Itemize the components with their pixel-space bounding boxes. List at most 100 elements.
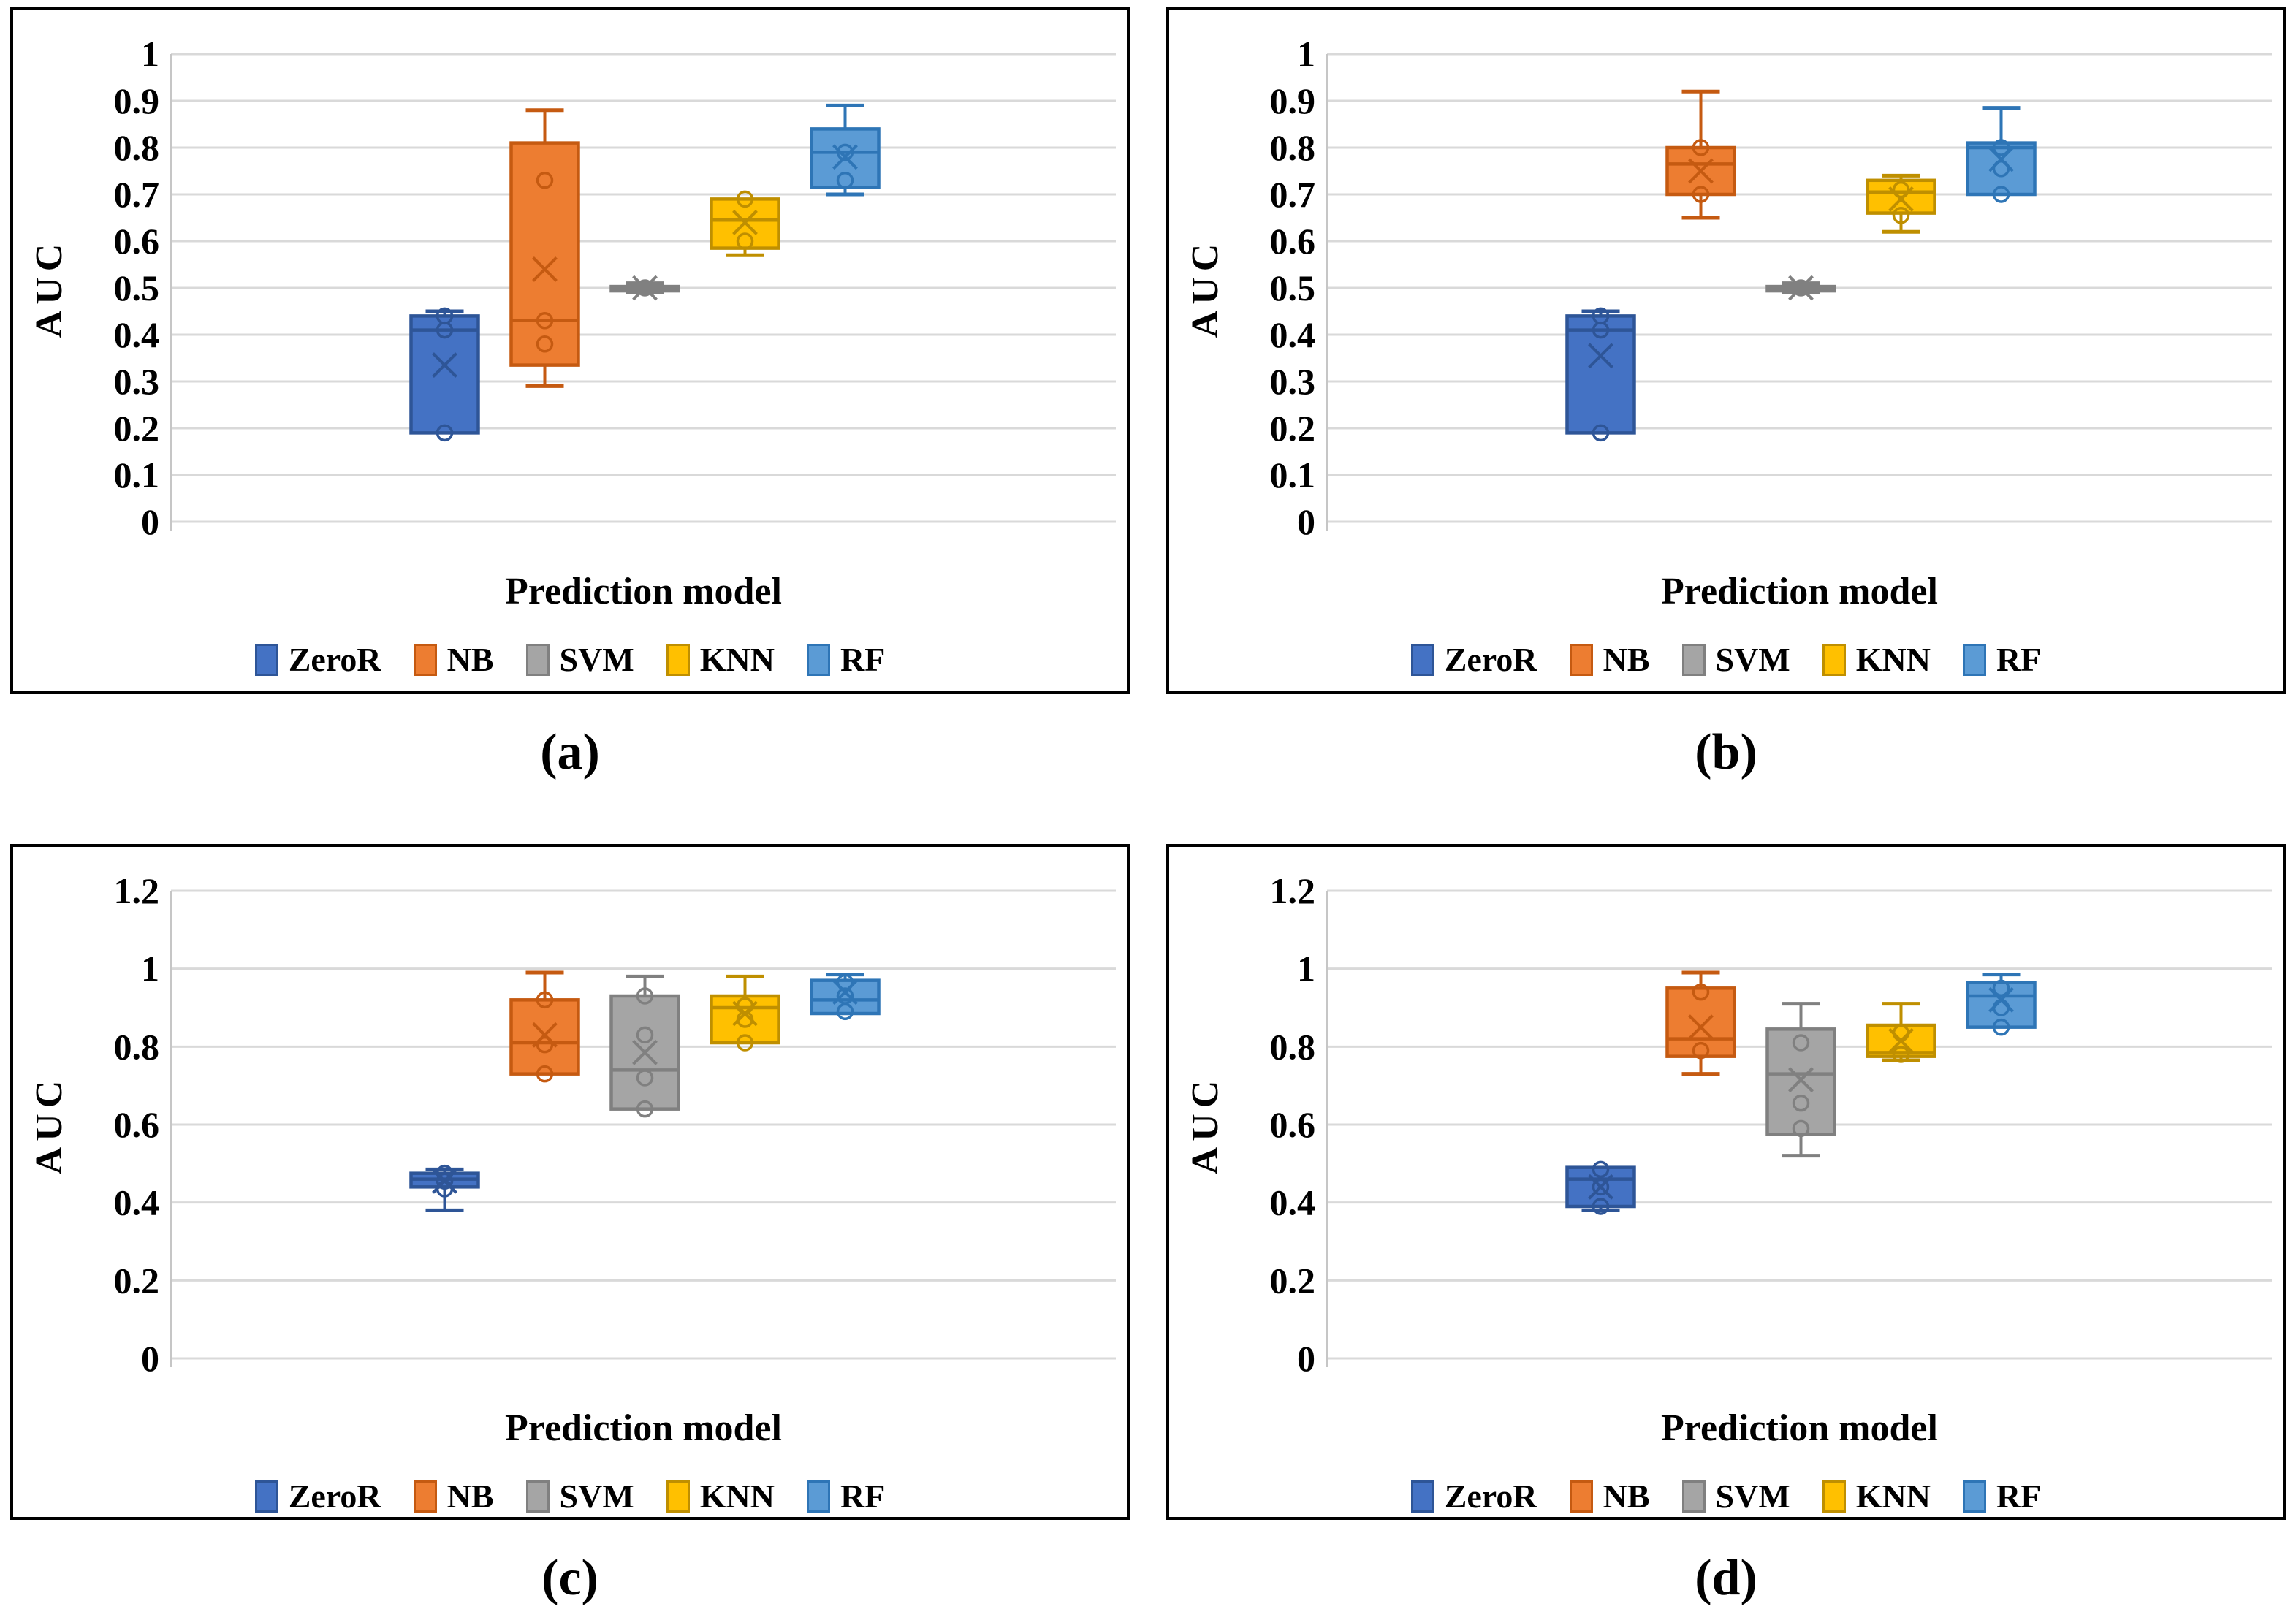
- data-point: [636, 987, 654, 1005]
- data-point: [636, 279, 654, 297]
- data-point: [436, 321, 454, 339]
- legend-swatch-knn: [1822, 643, 1846, 676]
- legend-item-rf: RF: [806, 1477, 885, 1516]
- panel-a-chart: 0 0.1 0.2 0.3 0.4 0.5 0.6 0.7 0.8 0.9 1 AUC Predicti…: [28, 34, 1116, 612]
- legend-label: ZeroR: [288, 1478, 381, 1515]
- legend-label: NB: [1603, 641, 1650, 678]
- legend-label: KNN: [699, 641, 775, 678]
- data-point: [1592, 1198, 1610, 1215]
- y-tick-label: 0.4: [114, 1182, 160, 1223]
- boxplot-rf: [1966, 106, 2037, 203]
- panel-b-chart: 0 0.1 0.2 0.3 0.4 0.5 0.6 0.7 0.8 0.9 1 AUC Predicti…: [1185, 34, 2272, 612]
- legend-swatch-zeror: [254, 1480, 278, 1513]
- box: [810, 978, 881, 1016]
- legend-label: SVM: [1715, 1478, 1790, 1515]
- legend-label: RF: [1996, 1478, 2042, 1515]
- mean-x-marker: [1788, 1067, 1814, 1093]
- data-point: [1692, 1041, 1710, 1060]
- boxplot-knn: [710, 190, 780, 257]
- box: [509, 141, 580, 367]
- data-point: [1992, 139, 2010, 156]
- legend-item-knn: KNN: [1822, 1477, 1931, 1516]
- data-point: [836, 1003, 854, 1021]
- mean-x-marker: [532, 256, 558, 282]
- boxplot-zeror: [1565, 307, 1636, 442]
- y-tick-label: 0: [1297, 501, 1315, 542]
- boxplot-zeror: [409, 1164, 480, 1212]
- data-point: [1692, 139, 1710, 156]
- panel-c-legend: ZeroR NB SVM KNN RF: [13, 1477, 1127, 1516]
- legend-label: RF: [1996, 641, 2042, 678]
- data-point: [736, 1011, 754, 1028]
- legend-item-knn: KNN: [666, 640, 775, 679]
- data-point: [736, 1034, 754, 1052]
- boxplot-knn: [1866, 1002, 1936, 1063]
- legend-label: ZeroR: [288, 641, 381, 678]
- legend-label: ZeroR: [1444, 641, 1537, 678]
- data-point: [536, 1035, 554, 1054]
- data-point: [836, 172, 854, 189]
- legend-label: NB: [446, 1478, 494, 1515]
- y-tick-label: 1.2: [114, 870, 160, 911]
- y-tick-label: 0.1: [114, 455, 160, 495]
- y-tick-label: 0.3: [1270, 361, 1316, 402]
- legend-swatch-zeror: [1410, 643, 1434, 676]
- data-point: [536, 312, 554, 330]
- legend-item-knn: KNN: [1822, 640, 1931, 679]
- boxplot-nb: [1665, 89, 1736, 220]
- mean-x-marker: [1688, 158, 1714, 184]
- legend-label: NB: [446, 641, 494, 678]
- boxplot-knn: [1866, 173, 1936, 234]
- data-point: [536, 335, 554, 353]
- legend-item-svm: SVM: [1681, 1477, 1790, 1516]
- y-tick-label: 0.6: [114, 1104, 160, 1145]
- legend-item-nb: NB: [1569, 640, 1650, 679]
- data-point: [1992, 999, 2010, 1016]
- y-tick-label: 0.5: [1270, 267, 1316, 308]
- data-point: [1792, 1034, 1810, 1052]
- panel-c-chart: 0 0.2 0.4 0.6 0.8 1 1.2 AUC Prediction model: [28, 870, 1116, 1449]
- data-point: [636, 1069, 654, 1087]
- x-axis-title: Prediction model: [1661, 1407, 1938, 1449]
- boxplot-svm: [1765, 275, 1836, 301]
- data-point: [1992, 1018, 2010, 1036]
- y-tick-label: 0.1: [1270, 455, 1316, 495]
- legend-item-rf: RF: [1962, 1477, 2042, 1516]
- boxplot-rf: [1966, 973, 2037, 1036]
- y-axis-title: AUC: [28, 238, 70, 338]
- mean-x-marker: [432, 352, 457, 379]
- data-point: [1992, 979, 2010, 997]
- data-point: [536, 991, 554, 1009]
- y-tick-label: 0.2: [1270, 1260, 1316, 1301]
- panel-d: 0 0.2 0.4 0.6 0.8 1 1.2 AUC Prediction model Zer…: [1166, 844, 2286, 1520]
- data-point: [1592, 1160, 1610, 1179]
- data-point: [536, 1065, 554, 1083]
- y-tick-label: 0: [141, 501, 159, 542]
- legend-item-nb: NB: [413, 1477, 494, 1516]
- panel-a-legend: ZeroR NB SVM KNN RF: [13, 640, 1127, 679]
- boxplot-nb: [509, 970, 580, 1083]
- data-point: [1892, 207, 1910, 224]
- y-tick-label: 0.4: [1270, 1182, 1316, 1223]
- mean-x-marker: [632, 1039, 658, 1065]
- data-point: [736, 232, 754, 250]
- y-tick-label: 0.4: [1270, 314, 1316, 355]
- y-tick-label: 0.4: [114, 314, 160, 355]
- boxplot-nb: [509, 108, 580, 388]
- legend-item-zeror: ZeroR: [1410, 640, 1537, 679]
- data-point: [1792, 1119, 1810, 1138]
- data-point: [1992, 160, 2010, 178]
- y-tick-label: 0.2: [1270, 408, 1316, 449]
- x-axis-title: Prediction model: [505, 571, 782, 612]
- y-tick-label: 0.8: [1270, 127, 1316, 168]
- panel-a: 0 0.1 0.2 0.3 0.4 0.5 0.6 0.7 0.8 0.9 1 AUC Predicti…: [10, 7, 1130, 694]
- y-tick-label: 0.3: [114, 361, 160, 402]
- legend-swatch-svm: [525, 643, 550, 676]
- data-point: [1892, 1024, 1910, 1042]
- legend-item-rf: RF: [1962, 640, 2042, 679]
- legend-label: KNN: [1855, 1478, 1931, 1515]
- legend-item-nb: NB: [413, 640, 494, 679]
- mean-x-marker: [1588, 1174, 1613, 1200]
- y-axis-title: AUC: [1185, 1075, 1226, 1175]
